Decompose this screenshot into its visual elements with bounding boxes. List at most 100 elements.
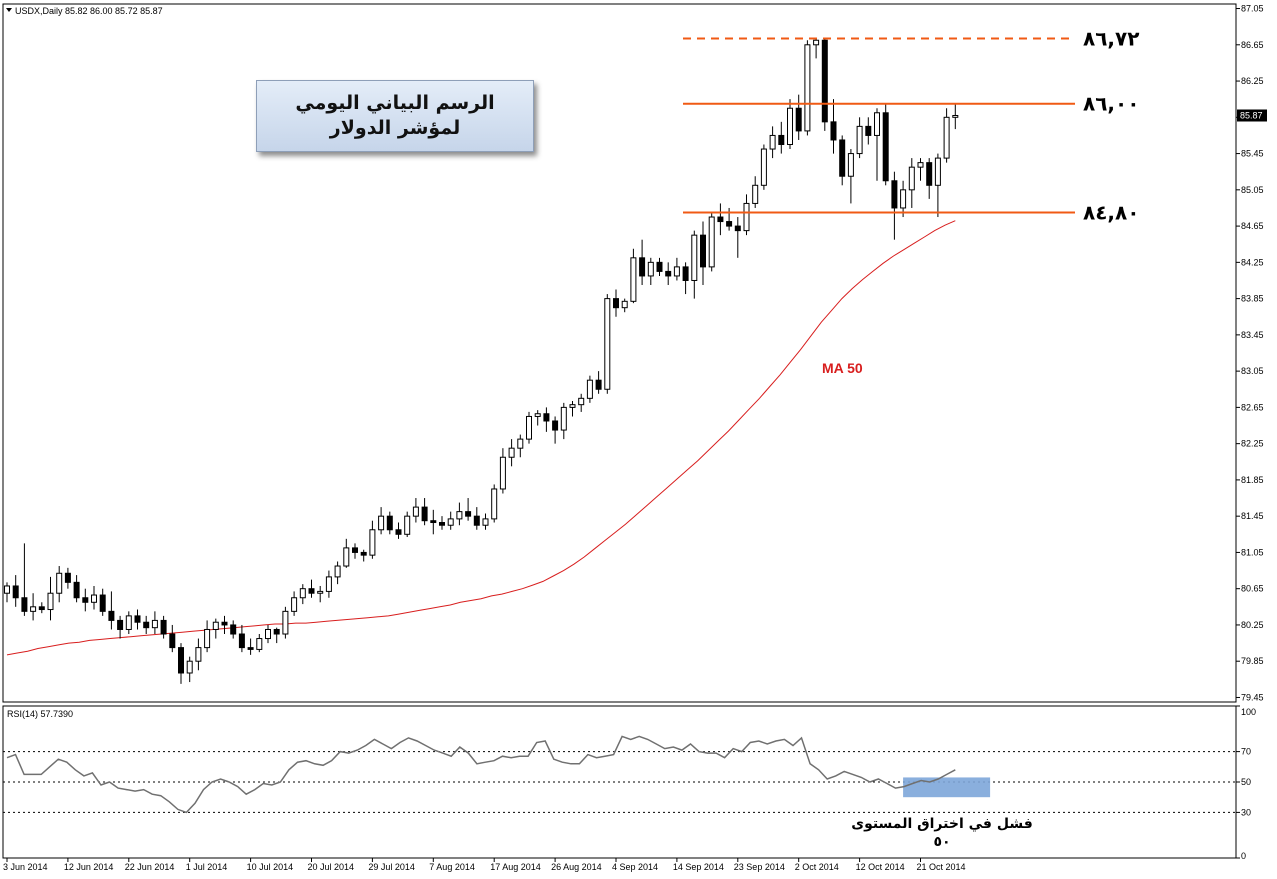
rsi-tick-label: 0 — [1241, 851, 1246, 861]
ma50-label: MA 50 — [822, 360, 863, 376]
time-tick-label: 4 Sep 2014 — [612, 862, 658, 872]
candle-body — [99, 594, 106, 612]
candle-body — [117, 619, 124, 630]
price-frame — [2, 3, 1237, 703]
candle-body — [360, 551, 367, 556]
candle-body — [821, 39, 828, 123]
candle-body — [12, 585, 19, 599]
candle-body — [952, 114, 959, 118]
candle-body — [256, 638, 263, 650]
candle-body — [682, 266, 689, 281]
rsi-tick-label: 30 — [1241, 807, 1251, 817]
candle-body — [900, 189, 907, 209]
price-tick-label: 83.85 — [1241, 294, 1264, 304]
candle-body — [491, 488, 498, 520]
level-label: ٨٦,٠٠ — [1083, 92, 1139, 116]
candle-body — [656, 261, 663, 272]
candle-body — [543, 413, 550, 422]
time-tick-label: 3 Jun 2014 — [3, 862, 48, 872]
candle-body — [195, 647, 202, 662]
level-label: ٨٤,٨٠ — [1083, 200, 1139, 224]
candle-body — [560, 406, 567, 431]
candle-body — [134, 615, 141, 623]
price-tick-label: 84.65 — [1241, 221, 1264, 231]
candle-body — [874, 112, 880, 136]
time-tick-label: 14 Sep 2014 — [673, 862, 724, 872]
price-tick-label: 80.65 — [1241, 584, 1264, 594]
rsi-axis: 100 70 50 30 0 — [1236, 705, 1256, 861]
price-tick-label: 80.25 — [1241, 620, 1264, 630]
candle-body — [4, 585, 10, 594]
candles-series — [4, 38, 959, 684]
price-tick-label: 81.05 — [1241, 547, 1264, 557]
time-tick-label: 29 Jul 2014 — [368, 862, 415, 872]
candle-body — [630, 257, 637, 302]
candle-body — [891, 180, 898, 209]
rsi-note-line-1: فشل في اختراق المستوى — [851, 816, 1033, 832]
candle-body — [317, 590, 324, 594]
candle-body — [813, 39, 820, 46]
rsi-line — [6, 735, 956, 814]
candle-body — [673, 266, 680, 277]
candle-body — [482, 518, 489, 526]
candle-body — [82, 597, 89, 603]
price-tick-label: 86.65 — [1241, 40, 1264, 50]
symbol-header: USDX,Daily 85.82 86.00 85.72 85.87 — [15, 6, 163, 16]
level-label: ٨٦,٧٢ — [1083, 26, 1139, 50]
candle-body — [882, 112, 889, 182]
candle-body — [934, 157, 941, 186]
levels-group: ٨٦,٧٢ ٨٦,٠٠ ٨٤,٨٠ — [683, 26, 1139, 224]
candle-body — [369, 529, 376, 556]
candle-body — [665, 270, 672, 277]
candle-body — [238, 633, 245, 649]
candle-body — [439, 522, 445, 526]
candle-body — [578, 397, 585, 406]
candle-body — [787, 107, 793, 146]
price-axis: 87.0586.6586.2585.8585.4585.0584.6584.25… — [1236, 4, 1267, 702]
rsi-series: فشل في اختراق المستوى ٥٠ — [3, 735, 1236, 850]
price-tick-label: 87.05 — [1241, 4, 1264, 14]
candle-body — [299, 588, 306, 599]
candle-body — [639, 257, 646, 277]
time-tick-label: 20 Jul 2014 — [308, 862, 355, 872]
candle-body — [186, 660, 193, 674]
candle-body — [378, 515, 385, 531]
candle-body — [943, 116, 950, 159]
candle-body — [508, 447, 515, 458]
chart-title-line-1: الرسم البياني اليومي — [295, 92, 495, 114]
rsi-tick-label: 100 — [1241, 707, 1256, 717]
candle-body — [212, 621, 219, 630]
candle-body — [412, 506, 419, 517]
candle-body — [865, 125, 872, 136]
time-axis: 3 Jun 2014 12 Jun 2014 22 Jun 2014 1 Jul 20… — [3, 858, 966, 872]
time-tick-label: 12 Jun 2014 — [64, 862, 114, 872]
price-tick-label: 79.85 — [1241, 656, 1264, 666]
rsi-tick-label: 50 — [1241, 777, 1251, 787]
price-tick-label: 81.85 — [1241, 475, 1264, 485]
candle-body — [91, 594, 97, 603]
candle-body — [534, 413, 541, 417]
candle-body — [708, 216, 715, 268]
price-tick-label: 83.05 — [1241, 366, 1264, 376]
current-price-tag — [1237, 109, 1267, 122]
price-tick-label: 82.65 — [1241, 402, 1264, 412]
price-tick-label: 84.25 — [1241, 257, 1264, 267]
time-tick-label: 23 Sep 2014 — [734, 862, 785, 872]
current-price-label: 85.87 — [1240, 110, 1263, 120]
candle-body — [926, 162, 933, 186]
price-tick-label: 81.45 — [1241, 511, 1264, 521]
candle-body — [795, 107, 802, 132]
time-tick-label: 1 Jul 2014 — [186, 862, 228, 872]
candle-body — [386, 515, 393, 531]
time-tick-label: 12 Oct 2014 — [856, 862, 905, 872]
price-tick-label: 86.25 — [1241, 76, 1264, 86]
candle-body — [47, 592, 54, 611]
rsi-highlight-box — [903, 777, 991, 798]
time-tick-label: 22 Jun 2014 — [125, 862, 175, 872]
price-tick-label: 83.45 — [1241, 330, 1264, 340]
candle-body — [743, 202, 750, 232]
candle-body — [569, 404, 576, 408]
price-tick-label: 85.05 — [1241, 185, 1264, 195]
candle-body — [169, 633, 176, 649]
candle-body — [456, 511, 463, 520]
